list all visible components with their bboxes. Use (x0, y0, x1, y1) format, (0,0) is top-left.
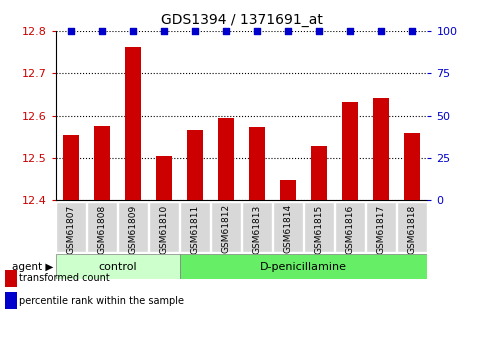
Bar (56, 202, 86, 252)
Bar (94, 126, 110, 200)
Point (284, 28, 292, 34)
Bar (156, 156, 172, 200)
Bar (273, 202, 303, 252)
Bar (56, 254, 180, 279)
Point (315, 28, 323, 34)
Point (408, 28, 416, 34)
Bar (242, 202, 272, 252)
Point (67, 28, 75, 34)
Point (377, 28, 385, 34)
Text: GSM61818: GSM61818 (408, 204, 416, 254)
Text: GSM61813: GSM61813 (253, 204, 261, 254)
Bar (311, 146, 327, 200)
Point (191, 28, 199, 34)
Text: D-penicillamine: D-penicillamine (260, 262, 347, 272)
Point (253, 28, 261, 34)
Text: GSM61809: GSM61809 (128, 204, 138, 254)
Text: GSM61811: GSM61811 (190, 204, 199, 254)
Text: GSM61815: GSM61815 (314, 204, 324, 254)
Bar (280, 180, 296, 200)
Bar (125, 47, 141, 200)
Bar (211, 202, 241, 252)
Bar (118, 202, 148, 252)
Bar (187, 130, 203, 200)
Bar (87, 202, 117, 252)
Bar (218, 118, 234, 200)
Text: GSM61814: GSM61814 (284, 204, 293, 254)
Text: GSM61810: GSM61810 (159, 204, 169, 254)
Text: percentile rank within the sample: percentile rank within the sample (19, 296, 185, 306)
Text: GSM61807: GSM61807 (67, 204, 75, 254)
Point (346, 28, 354, 34)
Text: agent ▶: agent ▶ (12, 262, 53, 272)
Text: GSM61816: GSM61816 (345, 204, 355, 254)
Bar (404, 133, 420, 200)
Bar (335, 202, 365, 252)
Bar (342, 102, 358, 200)
Text: GSM61812: GSM61812 (222, 204, 230, 254)
Point (222, 28, 230, 34)
Point (160, 28, 168, 34)
Text: transformed count: transformed count (19, 274, 110, 283)
Bar (366, 202, 396, 252)
Bar (373, 98, 389, 200)
Bar (249, 127, 265, 200)
Text: GSM61817: GSM61817 (376, 204, 385, 254)
Bar (63, 135, 79, 200)
Text: GSM61808: GSM61808 (98, 204, 107, 254)
Bar (180, 202, 210, 252)
Bar (304, 202, 334, 252)
Text: control: control (98, 262, 137, 272)
Point (129, 28, 137, 34)
Bar (180, 254, 427, 279)
Title: GDS1394 / 1371691_at: GDS1394 / 1371691_at (160, 13, 323, 27)
Bar (149, 202, 179, 252)
Bar (397, 202, 427, 252)
Point (98, 28, 106, 34)
